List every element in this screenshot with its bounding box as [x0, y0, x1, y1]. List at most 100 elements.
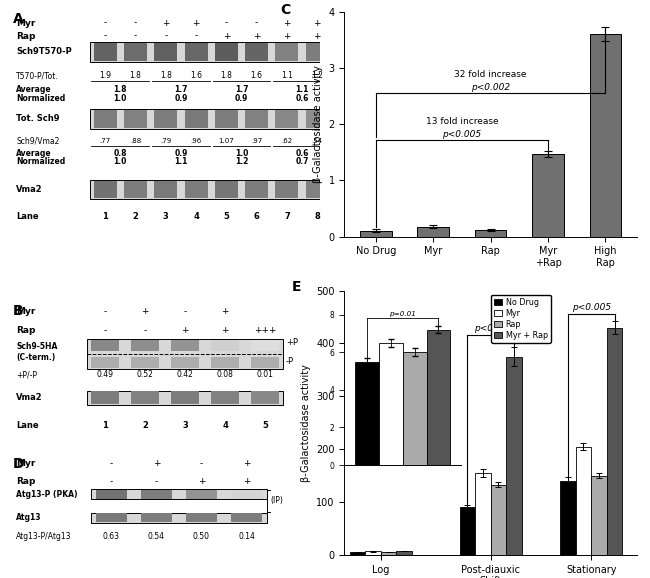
Text: Normalized: Normalized: [16, 157, 65, 166]
Text: p<0.005: p<0.005: [443, 129, 482, 139]
Text: 0.49: 0.49: [97, 370, 114, 379]
Bar: [381, 552, 396, 555]
Text: Average: Average: [16, 85, 52, 94]
Text: 5: 5: [262, 421, 268, 429]
Bar: [92, 340, 119, 351]
Text: A: A: [13, 12, 24, 25]
Bar: [306, 181, 329, 198]
Y-axis label: β-Galactosidase activity: β-Galactosidase activity: [300, 364, 311, 481]
Bar: [154, 43, 177, 61]
Bar: [154, 181, 177, 198]
Bar: [215, 43, 238, 61]
Text: 1.2: 1.2: [235, 157, 248, 166]
Text: 8: 8: [315, 212, 320, 221]
Bar: [94, 110, 117, 128]
Bar: [251, 357, 279, 368]
Text: +++: +++: [254, 326, 276, 335]
Text: 4: 4: [193, 212, 199, 221]
Bar: [417, 227, 449, 237]
Bar: [171, 357, 199, 368]
Bar: [87, 339, 283, 369]
Text: 1.9: 1.9: [99, 71, 111, 80]
Text: +: +: [243, 477, 250, 487]
Text: T570-P/Tot.: T570-P/Tot.: [16, 71, 58, 80]
Bar: [92, 391, 119, 404]
Text: Rap: Rap: [16, 32, 36, 40]
Text: -: -: [183, 307, 187, 316]
Bar: [131, 340, 159, 351]
Text: Average: Average: [16, 149, 52, 158]
Text: -P: -P: [286, 357, 294, 366]
Text: +: +: [313, 32, 321, 40]
Bar: [171, 391, 199, 404]
Text: Vma2: Vma2: [16, 186, 43, 194]
Text: +: +: [192, 18, 200, 28]
Bar: [141, 513, 172, 522]
Bar: [131, 391, 159, 404]
Bar: [92, 513, 266, 523]
Text: 13 fold increase: 13 fold increase: [426, 117, 499, 126]
Text: Tot. Sch9: Tot. Sch9: [16, 114, 60, 123]
Text: -: -: [200, 460, 203, 468]
Text: 0.6: 0.6: [295, 94, 309, 103]
Text: 1.2: 1.2: [311, 71, 323, 80]
Bar: [350, 552, 365, 555]
Text: 0.8: 0.8: [114, 149, 127, 158]
Text: -: -: [134, 32, 137, 40]
Text: 0.6: 0.6: [295, 149, 309, 158]
Text: -: -: [164, 32, 168, 40]
Text: 4: 4: [222, 421, 228, 429]
Text: -: -: [255, 18, 258, 28]
Bar: [124, 181, 147, 198]
Text: -: -: [194, 32, 198, 40]
Bar: [185, 110, 207, 128]
Text: 5: 5: [224, 212, 229, 221]
Text: -: -: [103, 32, 107, 40]
Text: +: +: [162, 18, 170, 28]
Bar: [491, 484, 506, 555]
Text: +: +: [142, 307, 149, 316]
Text: Atg13-P/Atg13: Atg13-P/Atg13: [16, 532, 72, 541]
Text: Normalized: Normalized: [16, 94, 65, 103]
Text: E: E: [292, 280, 301, 294]
Bar: [90, 109, 332, 129]
Text: 1.07: 1.07: [218, 138, 234, 144]
Bar: [185, 181, 207, 198]
Text: +: +: [222, 32, 230, 40]
Bar: [171, 340, 199, 351]
Text: B: B: [13, 304, 23, 318]
Bar: [245, 181, 268, 198]
Text: -: -: [110, 460, 113, 468]
Text: Sch9/Vma2: Sch9/Vma2: [16, 136, 59, 145]
Text: 1.7: 1.7: [235, 85, 248, 94]
Text: +: +: [198, 477, 205, 487]
Text: 1.7: 1.7: [174, 85, 188, 94]
Bar: [576, 447, 592, 555]
Bar: [306, 110, 329, 128]
Bar: [276, 181, 298, 198]
Text: +P/-P: +P/-P: [16, 370, 37, 379]
Text: .96: .96: [190, 138, 202, 144]
Text: Vma2: Vma2: [16, 394, 43, 402]
Text: 0.9: 0.9: [235, 94, 248, 103]
Text: 0.50: 0.50: [193, 532, 210, 541]
Text: +: +: [283, 32, 291, 40]
Text: -: -: [225, 18, 228, 28]
Text: Sch9-5HA
(C-term.): Sch9-5HA (C-term.): [16, 342, 57, 362]
Bar: [96, 513, 127, 522]
Text: 32 fold increase: 32 fold increase: [454, 71, 527, 79]
Bar: [245, 43, 268, 61]
Text: 0.9: 0.9: [174, 149, 188, 158]
Text: Rap: Rap: [16, 326, 36, 335]
Bar: [186, 513, 217, 522]
Bar: [592, 476, 607, 555]
Text: 1.8: 1.8: [114, 85, 127, 94]
Text: 1.0: 1.0: [114, 157, 127, 166]
Text: 1.1: 1.1: [281, 71, 293, 80]
Bar: [211, 357, 239, 368]
Text: D: D: [13, 457, 25, 471]
Text: 2: 2: [133, 212, 138, 221]
Text: 1.1: 1.1: [295, 85, 309, 94]
Bar: [124, 43, 147, 61]
Text: (IP): (IP): [270, 497, 283, 506]
